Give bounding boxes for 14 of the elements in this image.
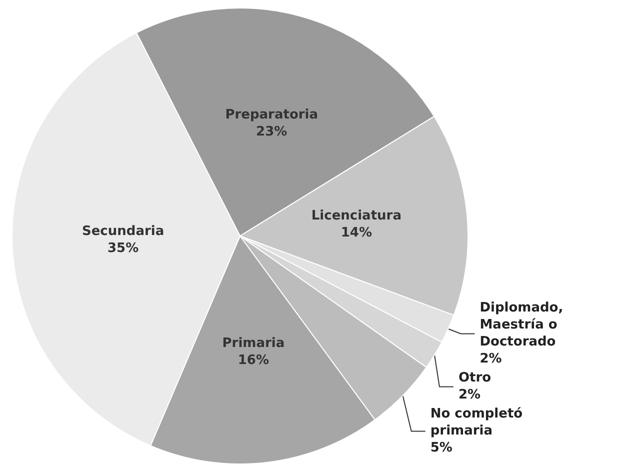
- data-label: 2%: [480, 352, 502, 367]
- slice-label: Diplomado, Maestría o Doctorado: [480, 300, 564, 350]
- slice-label: Secundaria: [82, 224, 164, 239]
- slice-label: Primaria: [222, 336, 285, 352]
- data-label: 23%: [256, 124, 288, 140]
- data-label: 14%: [340, 225, 372, 240]
- data-label: 35%: [108, 240, 139, 256]
- slice-label: Otro: [458, 370, 492, 386]
- slice-label: Licenciatura: [311, 208, 402, 224]
- data-label: 2%: [458, 388, 481, 403]
- data-label: 5%: [430, 440, 452, 456]
- slice-label: Preparatoria: [225, 107, 318, 122]
- slice-label: No completó primaria: [430, 406, 523, 439]
- data-label: 16%: [238, 353, 269, 368]
